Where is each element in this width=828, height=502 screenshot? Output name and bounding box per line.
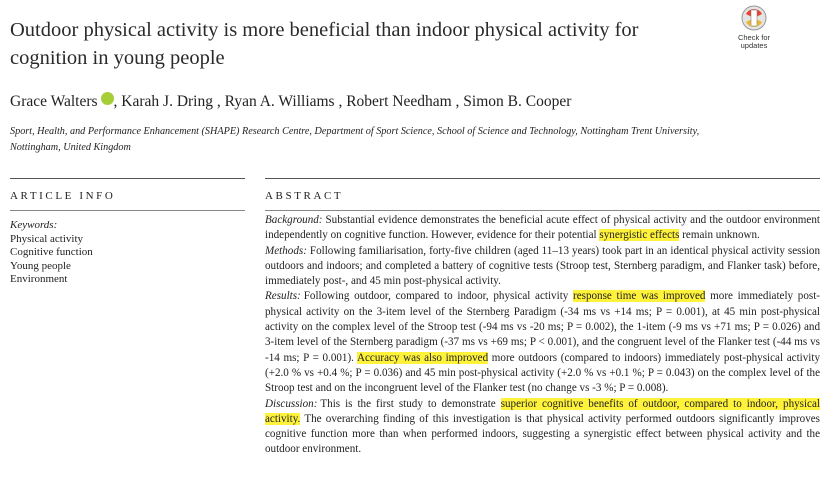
check-updates-badge[interactable]: Check for updates bbox=[733, 4, 775, 50]
keyword: Cognitive function bbox=[10, 246, 93, 258]
rule bbox=[265, 210, 820, 211]
highlighted-text: response time was improved bbox=[573, 290, 706, 303]
badge-icon bbox=[741, 5, 767, 31]
text: Substantial evidence demonstrates the be… bbox=[265, 214, 820, 242]
keyword: Young people bbox=[10, 259, 71, 272]
author: , Karah J. Dring , Ryan A. Williams , Ro… bbox=[113, 93, 572, 110]
text: Following familiarisation, forty-five ch… bbox=[265, 244, 820, 288]
text: remain unknown. bbox=[679, 229, 760, 242]
text: The overarching finding of this investig… bbox=[265, 412, 820, 456]
abstract-paragraph: Background: Substantial evidence demonstr… bbox=[265, 213, 820, 244]
highlighted-text: Accuracy was also improved bbox=[356, 351, 489, 364]
paragraph-label: Background: bbox=[265, 214, 323, 226]
badge-label: Check for updates bbox=[737, 33, 771, 50]
abstract-paragraph: Results: Following outdoor, compared to i… bbox=[265, 289, 820, 396]
orcid-icon[interactable] bbox=[100, 92, 114, 105]
authors: Grace Walters , Karah J. Dring , Ryan A. … bbox=[10, 92, 571, 111]
abstract-paragraph: Methods: Following familiarisation, forty… bbox=[265, 244, 820, 290]
text: more outdoors (compared to indoors) imme… bbox=[265, 351, 820, 395]
paragraph-label: Discussion: bbox=[265, 397, 318, 410]
author: Grace Walters bbox=[10, 93, 98, 110]
paragraph-label: Results: bbox=[265, 290, 301, 303]
keyword: Environment bbox=[10, 273, 68, 285]
text: This is the first study to demonstrate bbox=[320, 397, 501, 410]
rule bbox=[10, 210, 245, 211]
affiliation: Sport, Health, and Performance Enhanceme… bbox=[10, 126, 700, 153]
rule bbox=[265, 178, 820, 179]
keyword: Physical activity bbox=[10, 232, 84, 245]
keywords-label: Keywords: bbox=[10, 219, 58, 231]
paragraph-label: Methods: bbox=[265, 244, 307, 257]
abstract-paragraph: Discussion: This is the first study to de… bbox=[265, 397, 820, 458]
text: more immediately post-physical activity … bbox=[265, 290, 820, 364]
highlighted-text: synergistic effects bbox=[599, 229, 680, 242]
section-heading: ARTICLE INFO bbox=[10, 190, 116, 202]
text: Following outdoor, compared to indoor, p… bbox=[303, 290, 574, 303]
keywords: Keywords: Physical activity Cognitive fun… bbox=[10, 219, 93, 287]
rule bbox=[10, 178, 245, 179]
section-heading: ABSTRACT bbox=[265, 190, 344, 202]
paper-title: Outdoor physical activity is more benefi… bbox=[10, 19, 639, 69]
abstract: Background: Substantial evidence demonstr… bbox=[265, 213, 820, 458]
